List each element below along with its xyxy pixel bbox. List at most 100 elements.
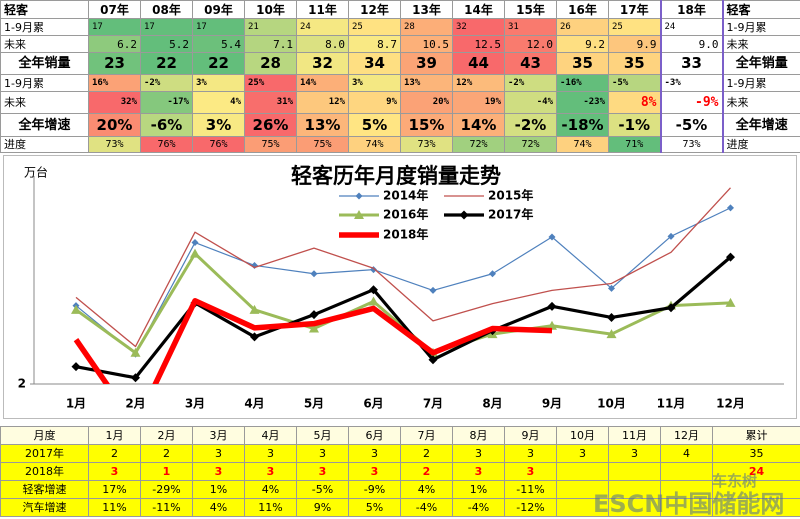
- table-cell: 23: [88, 52, 141, 75]
- marker: [130, 347, 141, 357]
- table-cell: 13%: [296, 113, 349, 137]
- marker: [355, 192, 363, 200]
- marker: [309, 310, 319, 320]
- table-row: 1-9月累 17 17 17 21 24 25 28 32 31 26 25 24 1-9月累: [0, 18, 800, 36]
- series-line: [73, 298, 553, 384]
- header-cell: 10年: [244, 0, 297, 19]
- header-cell: 12月: [660, 426, 713, 445]
- table-cell: 32: [452, 18, 505, 36]
- table-cell: 72%: [504, 136, 557, 153]
- table-cell: 未来: [0, 91, 89, 114]
- table-cell: 73%: [400, 136, 453, 153]
- marker: [369, 285, 378, 295]
- table-cell: -9%: [659, 91, 724, 114]
- table-cell: -11%: [140, 498, 193, 517]
- table-cell: 2: [88, 444, 141, 463]
- table-cell: 未来: [722, 91, 800, 114]
- header-cell: 16年: [556, 0, 609, 19]
- table-cell: 8.0: [296, 35, 349, 53]
- table-cell: 2: [400, 462, 453, 481]
- table-cell: 4%: [192, 91, 245, 114]
- series-line: [75, 252, 731, 355]
- table-cell: -18%: [556, 113, 609, 137]
- legend-label: 2015年: [488, 188, 533, 203]
- table-cell: 5.4: [192, 35, 245, 53]
- table-cell: 35: [608, 52, 661, 75]
- table-cell: 17: [192, 18, 245, 36]
- x-tick-label: 5月: [304, 397, 324, 411]
- table-cell: [556, 480, 609, 499]
- table-cell: 1-9月累: [722, 74, 800, 92]
- table-cell: 4%: [400, 480, 453, 499]
- header-cell: 15年: [504, 0, 557, 19]
- table-cell: 72%: [452, 136, 505, 153]
- table-row: 全年增速 20% -6% 3% 26% 13% 5% 15% 14% -2% -18% -1% -5% 全…: [0, 113, 800, 137]
- table-cell: [660, 498, 713, 517]
- table-cell: 3: [192, 444, 245, 463]
- table-cell: -2%: [504, 74, 557, 92]
- table-cell: 34: [348, 52, 401, 75]
- marker: [191, 239, 199, 247]
- table-cell: 28: [400, 18, 453, 36]
- x-tick-label: 12月: [716, 397, 745, 411]
- header-cell: 11年: [296, 0, 349, 19]
- table-cell: -5%: [659, 113, 724, 137]
- x-tick-label: 7月: [423, 397, 443, 411]
- marker: [368, 296, 379, 306]
- marker: [249, 304, 260, 314]
- table-cell: 1: [140, 462, 193, 481]
- table-cell: -3%: [659, 74, 724, 92]
- table-cell: 未来: [722, 35, 800, 53]
- table-cell: -5%: [608, 74, 661, 92]
- header-cell: 17年: [608, 0, 661, 19]
- table-cell: -12%: [504, 498, 557, 517]
- marker: [459, 210, 469, 220]
- chart-title: 轻客历年月度销量走势: [291, 164, 501, 188]
- table-cell: 3: [348, 444, 401, 463]
- table-cell: 9.0: [659, 35, 724, 53]
- watermark: ESCN中国储能网: [593, 490, 785, 518]
- header-cell: 月度: [0, 426, 89, 445]
- table-cell: 3: [192, 462, 245, 481]
- header-cell: 8月: [452, 426, 505, 445]
- table-cell: 25%: [244, 74, 297, 92]
- table-cell: 7.1: [244, 35, 297, 53]
- table-cell: 11%: [88, 498, 141, 517]
- table-cell: -29%: [140, 480, 193, 499]
- x-tick-label: 1月: [66, 397, 86, 411]
- table-cell: -4%: [504, 91, 557, 114]
- table-cell: 44: [452, 52, 505, 75]
- table-cell: 3: [244, 462, 297, 481]
- heat-table: 轻客 07年 08年 09年 10年 11年 12年 13年 14年 15年 16年 17年 18年 轻客…: [0, 0, 800, 153]
- table-cell: 3: [504, 444, 557, 463]
- marker: [428, 355, 438, 365]
- table-cell: 10.5: [400, 35, 453, 53]
- table-cell: 24: [296, 18, 349, 36]
- marker: [547, 320, 557, 330]
- table-cell: 2017年: [0, 444, 89, 463]
- table-cell: -2%: [504, 113, 557, 137]
- x-tick-label: 4月: [244, 397, 264, 411]
- header-cell: 18年: [659, 0, 724, 19]
- header-row: 轻客 07年 08年 09年 10年 11年 12年 13年 14年 15年 16年 17年 18年 轻客: [0, 0, 800, 19]
- marker: [548, 233, 556, 241]
- marker: [725, 297, 736, 307]
- table-cell: -1%: [608, 113, 661, 137]
- table-cell: 5%: [348, 113, 401, 137]
- table-cell: 24: [712, 462, 800, 481]
- table-cell: 4%: [192, 498, 245, 517]
- marker: [608, 284, 615, 292]
- table-cell: 1-9月累: [0, 18, 89, 36]
- table-cell: 2018年: [0, 462, 89, 481]
- table-cell: -11%: [504, 480, 557, 499]
- table-cell: 轻客增速: [0, 480, 89, 499]
- header-cell: 14年: [452, 0, 505, 19]
- table-cell: 4: [660, 444, 713, 463]
- table-cell: 12.5: [452, 35, 505, 53]
- table-cell: 32: [296, 52, 349, 75]
- table-cell: 4%: [244, 480, 297, 499]
- x-tick-label: 10月: [597, 397, 626, 411]
- table-cell: 14%: [296, 74, 349, 92]
- table-cell: 71%: [608, 136, 661, 153]
- table-row: 汽车增速 11% -11% 4% 11% 9% 5% -4% -4% -12%: [0, 498, 800, 517]
